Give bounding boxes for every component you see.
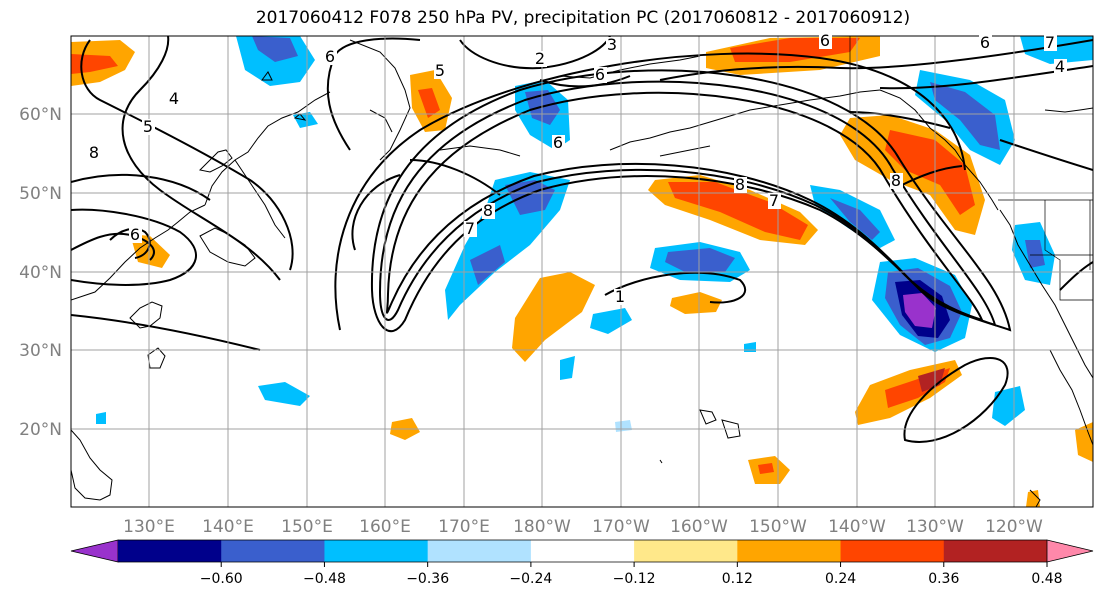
contour-label-bg	[464, 221, 477, 237]
contour-label-bg	[129, 227, 142, 243]
contour-label: 5	[143, 117, 153, 136]
colorbar-segment	[530, 540, 635, 562]
colorbar-segment	[118, 540, 222, 562]
contour-label: 6	[820, 31, 830, 50]
contour-label: 7	[1045, 33, 1055, 52]
contour-label-bg	[142, 119, 155, 135]
contour-label-bg	[890, 173, 903, 189]
colorbar-tick-label: −0.48	[303, 571, 346, 587]
lat-lon-grid	[71, 36, 1093, 507]
lon-tick-label: 170°E	[438, 517, 490, 537]
contour-label-bg	[768, 193, 781, 209]
lon-tick-label: 150°E	[281, 517, 333, 537]
contour-label: 7	[769, 191, 779, 210]
lon-tick-label: 140°W	[828, 517, 886, 537]
map-frame	[70, 35, 1094, 508]
colorbar-tick-label: 0.48	[1031, 571, 1062, 587]
colorbar-tick-label: −0.60	[200, 571, 243, 587]
lon-tick-label: 170°W	[592, 517, 650, 537]
colorbar-extend-high	[1046, 539, 1094, 563]
contour-label: 8	[483, 201, 493, 220]
contour-label: 6	[980, 33, 990, 52]
lon-tick-label: 140°E	[202, 517, 254, 537]
contour-label: 2	[535, 49, 545, 68]
contour-label: 5	[435, 61, 445, 80]
colorbar-segment	[324, 540, 429, 562]
latitude-tick-labels: 20°N 30°N 40°N 50°N 60°N	[19, 105, 62, 440]
contour-label: 8	[735, 175, 745, 194]
colorbar-tick-label: −0.36	[406, 571, 449, 587]
contour-label-bg	[88, 145, 101, 161]
lat-tick-label: 50°N	[19, 184, 62, 204]
lon-tick-label: 160°E	[359, 517, 411, 537]
contour-label-bg	[168, 91, 181, 107]
contour-label-bg	[734, 177, 747, 193]
colorbar-labels: −0.60 −0.48 −0.36 −0.24 −0.12 0.12 0.24 0.36 0.4…	[200, 562, 1063, 587]
contour-label-bg	[434, 63, 447, 79]
contour-label: 8	[891, 171, 901, 190]
lat-tick-label: 20°N	[19, 420, 62, 440]
colorbar-segment	[221, 540, 325, 562]
lon-tick-label: 130°E	[123, 517, 175, 537]
colorbar-tick-label: 0.12	[722, 571, 753, 587]
precipitation-pc-shading	[71, 36, 1093, 507]
contour-label-bg	[552, 135, 565, 151]
lat-tick-label: 40°N	[19, 263, 62, 283]
contour-label: 6	[325, 47, 335, 66]
colorbar-segment	[737, 540, 842, 562]
contour-label-bg	[819, 33, 832, 49]
contour-label: 8	[89, 143, 99, 162]
lat-tick-label: 60°N	[19, 105, 62, 125]
colorbar	[70, 539, 1094, 563]
map-title: 2017060412 F078 250 hPa PV, precipitatio…	[255, 8, 911, 28]
contour-label-bg	[979, 35, 992, 51]
lat-tick-label: 30°N	[19, 341, 62, 361]
contour-label-bg	[614, 289, 627, 305]
colorbar-tick-label: 0.36	[928, 571, 959, 587]
contour-label: 1	[615, 287, 625, 306]
contour-label: 7	[465, 219, 475, 238]
contour-label: 4	[1055, 57, 1065, 76]
longitude-tick-labels: 130°E 140°E 150°E 160°E 170°E 180°W 170°W 160°W…	[123, 517, 1043, 537]
colorbar-extend-low	[70, 539, 119, 563]
contour-label: 6	[553, 133, 563, 152]
lon-tick-label: 160°W	[670, 517, 728, 537]
contour-label-bg	[606, 37, 619, 53]
contour-label: 3	[607, 35, 617, 54]
contour-label: 6	[130, 225, 140, 244]
coastlines	[71, 39, 1093, 507]
contour-label: 6	[595, 65, 605, 84]
contour-label-bg	[1054, 59, 1067, 75]
lon-tick-label: 120°W	[985, 517, 1043, 537]
contour-label-bg	[482, 203, 495, 219]
lon-tick-label: 150°W	[749, 517, 807, 537]
contour-label-bg	[534, 51, 547, 67]
colorbar-segment	[427, 540, 532, 562]
colorbar-tick-label: −0.12	[613, 571, 656, 587]
colorbar-tick-label: −0.24	[509, 571, 552, 587]
colorbar-segment	[943, 540, 1048, 562]
lon-tick-label: 180°W	[513, 517, 571, 537]
contour-label-bg	[1044, 35, 1057, 51]
pv-contours	[71, 36, 1093, 443]
colorbar-segment	[840, 540, 945, 562]
colorbar-segment	[634, 540, 738, 562]
contour-label-bg	[324, 49, 337, 65]
colorbar-tick-label: 0.24	[825, 571, 856, 587]
lon-tick-label: 130°W	[906, 517, 964, 537]
contour-label: 4	[169, 89, 179, 108]
contour-label-bg	[594, 67, 607, 83]
